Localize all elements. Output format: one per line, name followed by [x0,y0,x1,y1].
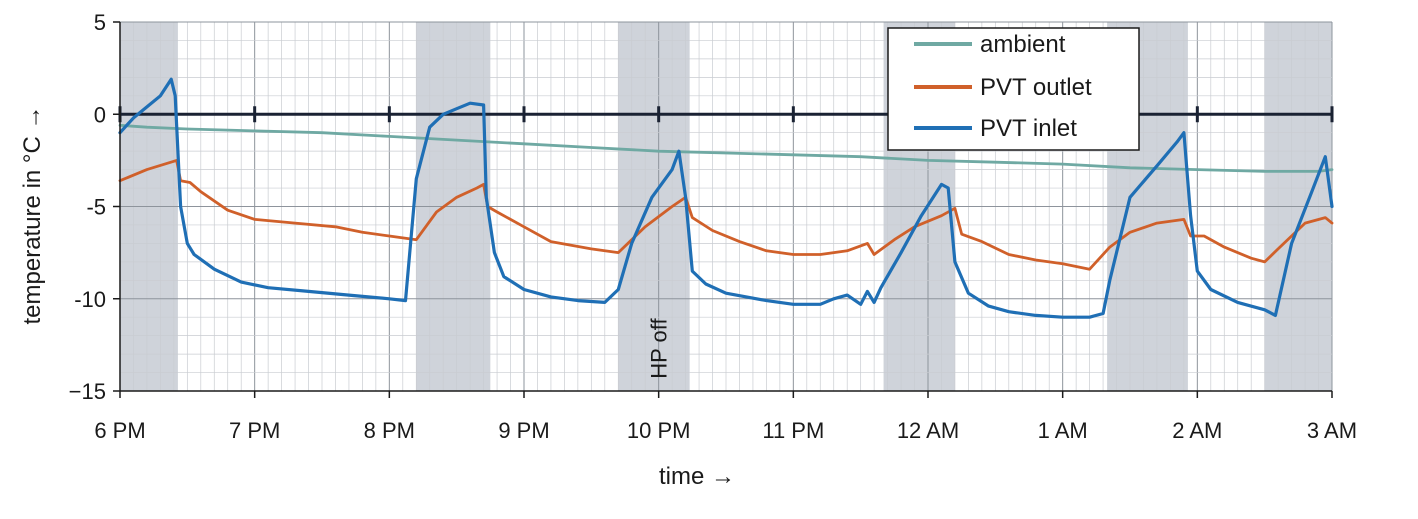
x-axis-title: time → [659,463,735,490]
legend-label-pvt-outlet: PVT outlet [980,74,1092,101]
x-tick-label: 6 PM [94,418,145,443]
grid [119,21,1333,392]
tick-labels: 5 0 -5 -10 −15 6 PM 7 PM 8 PM 9 PM 10 PM 11 PM 12 A… [69,10,1357,443]
legend: ambient PVT outlet PVT inlet [887,27,1140,151]
y-tick-label: −15 [69,379,106,404]
axes [113,21,1333,398]
y-tick-label: -5 [86,195,106,220]
x-tick-label: 7 PM [229,418,280,443]
x-tick-label: 11 PM [762,418,824,443]
y-tick-label: 0 [94,102,106,127]
legend-label-pvt-inlet: PVT inlet [980,115,1077,142]
series-line-pvt-outlet [118,159,1334,271]
x-tick-label: 1 AM [1038,418,1088,443]
y-tick-label: 5 [94,10,106,35]
x-tick-label: 2 AM [1172,418,1222,443]
y-tick-label: -10 [74,287,106,312]
series-line-pvt-inlet [118,77,1334,319]
series [118,77,1334,319]
x-tick-label: 10 PM [627,418,691,443]
x-tick-label: 3 AM [1307,418,1357,443]
x-tick-label: 8 PM [364,418,415,443]
series-line-ambient [118,123,1334,173]
annotations: HP off [647,318,672,379]
legend-label-ambient: ambient [980,31,1066,58]
y-axis-title: temperature in °C → [19,105,46,324]
annotation-hp-off: HP off [647,318,672,379]
x-tick-label: 12 AM [897,418,959,443]
x-tick-label: 9 PM [498,418,549,443]
